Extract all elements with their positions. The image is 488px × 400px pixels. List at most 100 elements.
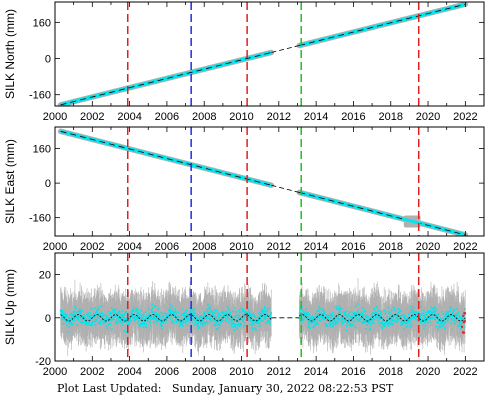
data-point (305, 308, 307, 310)
data-point (435, 325, 437, 328)
data-point (210, 310, 212, 313)
x-tick-label: 2000 (43, 241, 67, 253)
data-point (423, 318, 426, 320)
data-point (150, 315, 153, 317)
data-point (179, 321, 182, 323)
data-point (62, 314, 64, 316)
data-point (192, 307, 195, 310)
data-point (410, 306, 413, 308)
data-point (460, 328, 462, 330)
data-point (402, 313, 405, 316)
data-point (403, 320, 406, 323)
data-point (353, 320, 355, 323)
data-point (316, 310, 318, 313)
data-point (209, 315, 212, 317)
x-tick-label: 2002 (80, 366, 104, 378)
data-point (427, 311, 429, 313)
data-point (423, 315, 426, 318)
data-point (322, 314, 324, 316)
data-point (74, 311, 77, 313)
data-point (444, 327, 446, 329)
data-point (83, 315, 86, 318)
data-point (439, 326, 442, 329)
data-point (175, 319, 177, 321)
data-point (172, 313, 175, 316)
data-point (112, 311, 115, 313)
data-point (406, 317, 408, 320)
data-point (219, 313, 221, 316)
data-point (375, 311, 377, 313)
data-point (165, 312, 168, 315)
data-point (405, 322, 407, 324)
data-point (142, 326, 145, 328)
data-point (125, 320, 128, 323)
data-point (307, 314, 309, 316)
data-point (132, 310, 134, 313)
data-point (191, 308, 194, 311)
data-point (320, 315, 323, 317)
data-point (324, 318, 326, 321)
data-point (347, 313, 350, 315)
data-point (330, 314, 333, 316)
data-point (183, 314, 185, 316)
data-point (444, 318, 446, 321)
data-point (181, 322, 183, 325)
data-point (200, 315, 203, 318)
data-point (331, 315, 333, 317)
data-point (104, 314, 107, 317)
data-point (228, 318, 231, 321)
data-point (259, 315, 261, 318)
data-point (248, 313, 250, 316)
data-point (383, 322, 386, 324)
data-point (229, 311, 232, 314)
data-point (353, 311, 356, 314)
data-point (428, 316, 431, 319)
data-point (364, 310, 367, 313)
data-point (454, 322, 456, 325)
x-tick-label: 2002 (80, 241, 104, 253)
data-point (396, 319, 399, 322)
data-point (109, 323, 112, 325)
data-point (217, 322, 220, 325)
data-point (451, 319, 453, 321)
data-point (387, 306, 390, 309)
y-tick-label: 160 (33, 17, 51, 29)
data-point (114, 312, 117, 314)
data-point (396, 312, 399, 315)
data-point (63, 313, 66, 315)
data-point (361, 313, 364, 316)
data-point (186, 317, 188, 320)
data-point (362, 307, 364, 309)
data-point (233, 323, 236, 325)
data-point (444, 321, 447, 324)
data-point (303, 313, 306, 316)
data-point (459, 322, 462, 324)
data-point (308, 317, 310, 320)
data-point (265, 322, 267, 324)
data-point (155, 311, 157, 314)
data-point (147, 316, 149, 318)
data-point (187, 319, 189, 321)
data-point (437, 317, 440, 319)
data-point (68, 314, 71, 316)
data-point (446, 320, 449, 322)
data-point (206, 315, 209, 318)
data-point (260, 320, 263, 322)
data-point (411, 317, 414, 320)
data-point (382, 322, 385, 325)
data-point (436, 316, 439, 318)
data-point (255, 320, 258, 323)
x-tick-label: 2008 (192, 241, 216, 253)
data-point (131, 309, 134, 312)
data-point (186, 324, 189, 326)
data-point (168, 311, 171, 314)
model-line (299, 3, 466, 46)
data-point (81, 315, 84, 318)
data-point (311, 318, 314, 320)
x-tick-label: 2004 (117, 241, 141, 253)
data-point (371, 322, 374, 325)
data-point (242, 325, 245, 328)
data-point (118, 317, 121, 320)
panel-3: 2000 2002 2004 2006 2008 2010 2012 2014 2016 2018… (3, 252, 485, 378)
data-point (393, 307, 396, 310)
